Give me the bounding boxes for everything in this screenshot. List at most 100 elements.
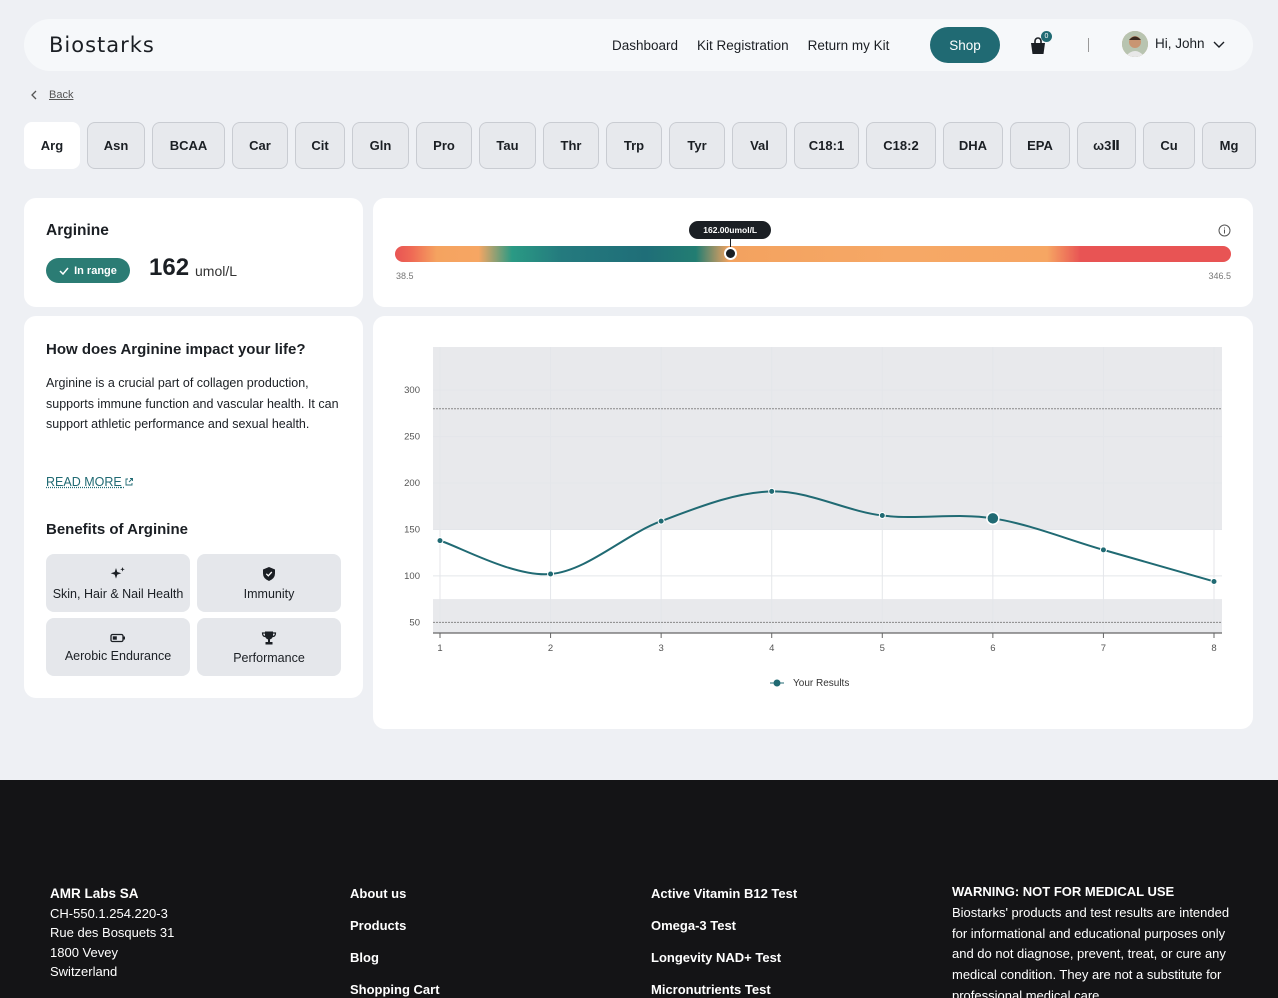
sparkles-icon	[110, 566, 125, 579]
biomarker-tabs: Arg Asn BCAA Car Cit Gln Pro Tau Thr Trp Tyr Val C18…	[24, 122, 1263, 169]
chevron-left-icon	[31, 90, 37, 100]
x-tick-label: 3	[658, 643, 663, 654]
footer-link-nad[interactable]: Longevity NAD+ Test	[651, 950, 782, 965]
address-line: Switzerland	[50, 964, 118, 979]
data-point	[1210, 577, 1218, 585]
footer-links-company: About us Products Blog Shopping Cart	[350, 884, 440, 998]
top-header: Biostarks Dashboard Kit Registration Ret…	[24, 19, 1253, 71]
info-icon[interactable]	[1218, 224, 1231, 237]
tab-13[interactable]: C18:2	[866, 122, 936, 169]
range-card: 162.00umol/L 38.5 346.5	[373, 198, 1253, 307]
company-name: AMR Labs SA	[50, 886, 139, 901]
battery-icon	[110, 633, 125, 642]
biomarker-title: Arginine	[46, 222, 109, 239]
impact-description: Arginine is a crucial part of collagen p…	[46, 376, 339, 431]
shop-button[interactable]: Shop	[930, 27, 1000, 63]
check-icon	[59, 267, 69, 275]
results-line-chart: 50 100 150 200 250 300 1 2 3 4 5 6 7 8 Your Results	[404, 347, 1222, 689]
benefits-title: Benefits of Arginine	[46, 521, 188, 538]
warning-text: Biostarks' products and test results are…	[952, 904, 1230, 998]
value-tooltip: 162.00umol/L	[689, 221, 772, 239]
medical-warning: WARNING: NOT FOR MEDICAL USE Biostarks' …	[952, 882, 1242, 998]
status-label: In range	[74, 264, 117, 277]
footer-link-products[interactable]: Products	[350, 918, 407, 933]
tab-7[interactable]: Tau	[479, 122, 536, 169]
tab-18[interactable]: Mg	[1202, 122, 1256, 169]
user-photo-icon	[1122, 31, 1148, 57]
tab-10[interactable]: Tyr	[669, 122, 725, 169]
read-more-label: READ MORE	[46, 475, 122, 489]
result-value: 162	[149, 254, 190, 281]
tab-14[interactable]: DHA	[943, 122, 1003, 169]
data-point	[1099, 546, 1107, 554]
range-marker	[723, 247, 737, 260]
user-greeting[interactable]: Hi, John	[1155, 36, 1205, 51]
header-divider	[1088, 38, 1089, 52]
data-point	[436, 537, 444, 545]
x-tick-label: 4	[769, 643, 774, 654]
footer: AMR Labs SA CH-550.1.254.220-3 Rue des B…	[0, 780, 1278, 998]
data-point	[657, 517, 665, 525]
x-tick-label: 2	[548, 643, 553, 654]
tab-11[interactable]: Val	[732, 122, 787, 169]
x-tick-label: 8	[1211, 643, 1216, 654]
logo[interactable]: Biostarks	[49, 33, 155, 57]
chevron-down-icon[interactable]	[1213, 39, 1225, 49]
summary-card: Arginine In range 162 umol/L	[24, 198, 363, 307]
cart-count-badge: 0	[1041, 31, 1052, 42]
nav-kit-registration[interactable]: Kit Registration	[697, 37, 789, 53]
info-card: How does Arginine impact your life? Argi…	[24, 316, 363, 698]
external-link-icon	[125, 478, 134, 486]
nav-dashboard[interactable]: Dashboard	[612, 37, 679, 53]
tab-8[interactable]: Thr	[543, 122, 599, 169]
cart-icon[interactable]	[1028, 36, 1048, 56]
tab-6[interactable]: Pro	[416, 122, 472, 169]
main-nav: Dashboard Kit Registration Return my Kit	[612, 19, 908, 71]
back-label: Back	[49, 89, 74, 101]
shaded-band	[433, 347, 1222, 530]
warning-title: WARNING: NOT FOR MEDICAL USE	[952, 884, 1175, 899]
footer-link-about[interactable]: About us	[350, 886, 407, 901]
legend-label: Your Results	[793, 678, 849, 689]
tab-1[interactable]: Asn	[87, 122, 145, 169]
tab-5[interactable]: Gln	[352, 122, 409, 169]
footer-link-blog[interactable]: Blog	[350, 950, 379, 965]
tab-12[interactable]: C18:1	[794, 122, 859, 169]
tab-15[interactable]: EPA	[1010, 122, 1070, 169]
footer-company: AMR Labs SA CH-550.1.254.220-3 Rue des B…	[50, 884, 174, 982]
x-tick-label: 6	[990, 643, 995, 654]
address-line: CH-550.1.254.220-3	[50, 905, 168, 921]
tab-2[interactable]: BCAA	[152, 122, 225, 169]
trophy-icon	[261, 631, 277, 644]
tab-3[interactable]: Car	[232, 122, 288, 169]
footer-link-micronutrients[interactable]: Micronutrients Test	[651, 982, 771, 997]
range-max-label: 346.5	[1208, 271, 1231, 281]
y-tick-label: 100	[404, 571, 420, 582]
tab-0[interactable]: Arg	[24, 122, 80, 169]
y-tick-label: 250	[404, 432, 420, 443]
footer-link-omega3[interactable]: Omega-3 Test	[651, 918, 737, 933]
tab-9[interactable]: Trp	[606, 122, 662, 169]
footer-link-cart[interactable]: Shopping Cart	[350, 982, 440, 997]
avatar[interactable]	[1122, 31, 1148, 57]
shield-icon	[263, 566, 275, 581]
benefit-label: Performance	[233, 650, 305, 665]
nav-return-kit[interactable]: Return my Kit	[807, 37, 890, 53]
tab-16[interactable]: ω3Ⅱ	[1077, 122, 1136, 169]
read-more-link[interactable]: READ MORE	[46, 475, 134, 489]
x-tick-label: 1	[437, 643, 442, 654]
status-badge: In range	[46, 258, 130, 283]
chart-card: 50 100 150 200 250 300 1 2 3 4 5 6 7 8 Your Results	[373, 316, 1253, 729]
range-bar	[395, 246, 1231, 262]
address-line: Rue des Bosquets 31	[50, 925, 175, 940]
x-tick-label: 5	[880, 643, 885, 654]
tab-17[interactable]: Cu	[1143, 122, 1195, 169]
benefit-immunity: Immunity	[197, 554, 341, 612]
benefit-label: Aerobic Endurance	[64, 648, 172, 663]
y-tick-label: 150	[404, 524, 420, 535]
address-line: 1800 Vevey	[50, 944, 118, 960]
back-link[interactable]: Back	[30, 89, 73, 101]
footer-link-b12[interactable]: Active Vitamin B12 Test	[651, 886, 798, 901]
tooltip-pointer	[730, 239, 732, 247]
tab-4[interactable]: Cit	[295, 122, 345, 169]
